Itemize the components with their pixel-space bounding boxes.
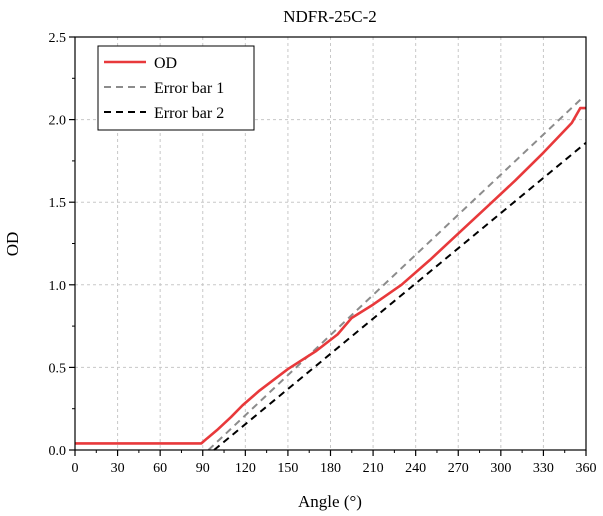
series-line-od <box>75 106 586 445</box>
y-tick-label: 2.0 <box>49 114 67 129</box>
x-tick-label: 210 <box>363 461 384 476</box>
x-tick-label: 240 <box>405 461 426 476</box>
x-tick-label: 270 <box>448 461 469 476</box>
x-tick-label: 120 <box>235 461 256 476</box>
x-axis-label: Angle (°) <box>298 492 362 511</box>
x-tick-label: 300 <box>490 461 511 476</box>
chart-title: NDFR-25C-2 <box>283 7 377 26</box>
y-tick-label: 1.0 <box>49 279 67 294</box>
legend-box <box>97 45 255 131</box>
series-line-error-bar-2 <box>213 141 587 451</box>
axis-ticks: 0 30 60 90 120 150 180 210 240 270 300 330 360 0.0 0.5… <box>49 31 597 476</box>
series-lines <box>75 99 587 451</box>
x-tick-label: 30 <box>111 461 125 476</box>
x-tick-label: 90 <box>196 461 210 476</box>
x-tick-label: 0 <box>72 461 79 476</box>
legend-label-error-bar-1: Error bar 1 <box>154 80 224 97</box>
y-tick-label: 2.5 <box>49 31 67 46</box>
y-tick-label: 0.0 <box>49 444 67 459</box>
x-tick-label: 60 <box>153 461 167 476</box>
x-tick-label: 360 <box>576 461 597 476</box>
y-tick-label: 1.5 <box>49 196 67 211</box>
x-tick-label: 150 <box>277 461 298 476</box>
legend: OD Error bar 1 Error bar 2 <box>97 45 255 131</box>
y-tick-label: 0.5 <box>49 361 67 376</box>
x-tick-label: 180 <box>320 461 341 476</box>
x-tick-label: 330 <box>533 461 554 476</box>
legend-label-od: OD <box>154 55 177 72</box>
legend-label-error-bar-2: Error bar 2 <box>154 105 224 122</box>
series-line-error-bar-1 <box>207 99 582 451</box>
y-axis-label: OD <box>3 232 22 257</box>
